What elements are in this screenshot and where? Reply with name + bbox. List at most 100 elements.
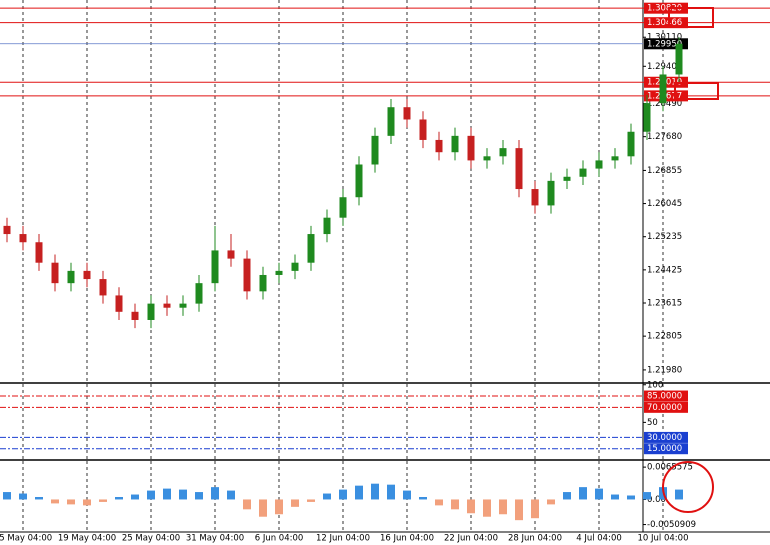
candle-body <box>371 135 379 165</box>
x-tick-label: 16 Jun 04:00 <box>380 534 434 544</box>
histogram-bar <box>179 489 187 500</box>
histogram-bar <box>275 499 283 515</box>
x-tick-label: 6 Jun 04:00 <box>255 534 304 544</box>
x-tick-label: 12 Jun 04:00 <box>316 534 370 544</box>
candle-body <box>419 119 427 140</box>
histogram-bar <box>83 499 91 506</box>
histogram-bar <box>547 499 555 505</box>
x-tick-label: 25 May 04:00 <box>122 534 180 544</box>
level-label-box <box>644 2 688 14</box>
level-label: 1.30466 <box>647 18 682 28</box>
candle-body <box>179 303 187 308</box>
histogram-bar <box>611 494 619 500</box>
candle-body <box>515 148 523 190</box>
candle-body <box>323 217 331 235</box>
y-tick-label: 1.28490 <box>647 99 682 109</box>
histogram-bar <box>115 496 123 500</box>
level-label: 70.0000 <box>647 403 682 413</box>
candle-body <box>675 43 683 75</box>
y-tick-label: 50 <box>647 418 658 428</box>
histogram-bar <box>419 496 427 500</box>
histogram-bar <box>339 489 347 500</box>
candle-body <box>563 176 571 181</box>
current-price-label: 1.29950 <box>647 39 682 49</box>
candle-body <box>627 131 635 157</box>
histogram-bar <box>371 483 379 500</box>
candle-body <box>339 197 347 218</box>
x-tick-label: 28 Jun 04:00 <box>508 534 562 544</box>
histogram-bar <box>435 499 443 506</box>
candle-body <box>3 225 11 235</box>
candle-body <box>147 303 155 320</box>
candle-body <box>659 74 667 104</box>
histogram-bar <box>483 499 491 517</box>
candle-body <box>467 135 475 161</box>
histogram-bar <box>387 484 395 500</box>
histogram-bar <box>467 499 475 514</box>
y-tick-label: 1.26045 <box>647 199 682 209</box>
histogram-bar <box>163 488 171 500</box>
candle-body <box>83 270 91 280</box>
candle-body <box>595 160 603 169</box>
level-label: 1.30820 <box>647 4 682 14</box>
highlight-circle <box>662 461 714 513</box>
candle-body <box>531 189 539 206</box>
histogram-bar <box>627 495 635 500</box>
histogram-bar <box>99 499 107 502</box>
histogram-bar <box>147 490 155 500</box>
y-tick-label: 1.26855 <box>647 166 682 176</box>
candle-body <box>611 156 619 161</box>
candle-body <box>547 180 555 206</box>
candle-body <box>259 274 267 292</box>
x-tick-label: 22 Jun 04:00 <box>444 534 498 544</box>
histogram-bar <box>3 492 11 500</box>
current-price-box <box>644 38 688 50</box>
level-label: 30.0000 <box>647 433 682 443</box>
candle-body <box>355 164 363 198</box>
candle-body <box>643 103 651 132</box>
candle-body <box>67 270 75 284</box>
level-label: 85.0000 <box>647 392 682 402</box>
histogram-bar <box>259 499 267 517</box>
candle-body <box>451 135 459 153</box>
candle-body <box>99 279 107 296</box>
x-tick-label: 4 Jul 04:00 <box>576 534 622 544</box>
candle-body <box>579 168 587 177</box>
histogram-bar <box>131 494 139 500</box>
y-tick-label: 0.00 <box>647 495 666 505</box>
histogram-bar <box>403 490 411 500</box>
candle-body <box>243 258 251 292</box>
x-tick-label: 31 May 04:00 <box>186 534 244 544</box>
candle-body <box>275 270 283 275</box>
histogram-bar <box>515 499 523 521</box>
highlight-box <box>668 7 714 28</box>
histogram-bar <box>499 499 507 515</box>
y-tick-label: 0.0065575 <box>647 463 693 473</box>
level-label-box <box>644 390 688 402</box>
candle-body <box>291 262 299 271</box>
candle-body <box>19 234 27 243</box>
level-label-box <box>644 17 688 29</box>
histogram-bar <box>595 488 603 500</box>
y-tick-label: -0.0050909 <box>647 520 696 530</box>
level-label-box <box>644 431 688 443</box>
y-tick-label: 1.25235 <box>647 232 682 242</box>
y-tick-label: 1.24425 <box>647 265 682 275</box>
histogram-bar <box>19 493 27 500</box>
histogram-bar <box>675 489 683 500</box>
histogram-bar <box>451 499 459 510</box>
candle-body <box>403 107 411 120</box>
candle-body <box>131 311 139 320</box>
candle-body <box>163 303 171 308</box>
histogram-bar <box>355 485 363 500</box>
candle-body <box>35 242 43 263</box>
histogram-bar <box>643 492 651 500</box>
histogram-bar <box>531 499 539 519</box>
histogram-bar <box>211 487 219 500</box>
y-tick-label: 1.22805 <box>647 332 682 342</box>
y-tick-label: 1.23615 <box>647 299 682 309</box>
x-tick-label: 15 May 04:00 <box>0 534 52 544</box>
histogram-bar <box>307 499 315 502</box>
